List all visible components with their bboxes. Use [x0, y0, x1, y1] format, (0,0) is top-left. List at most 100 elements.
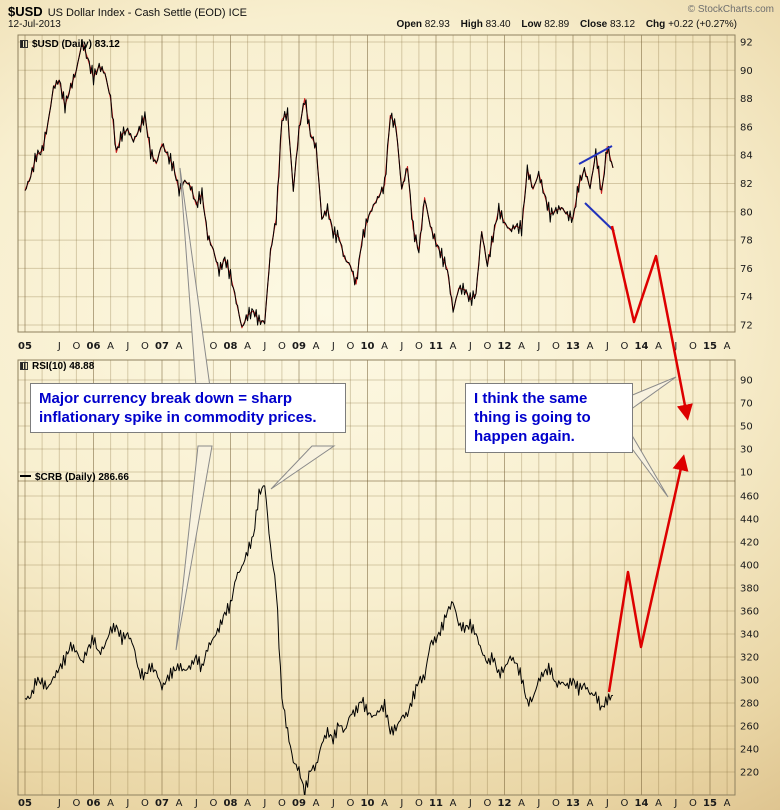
svg-text:O: O — [278, 341, 286, 352]
svg-text:80: 80 — [740, 207, 753, 218]
svg-text:11: 11 — [429, 341, 443, 352]
svg-text:J: J — [331, 341, 335, 352]
svg-text:A: A — [724, 798, 731, 809]
svg-text:260: 260 — [740, 722, 759, 733]
svg-text:A: A — [518, 341, 525, 352]
svg-text:12: 12 — [498, 798, 512, 809]
svg-text:A: A — [107, 341, 114, 352]
svg-text:340: 340 — [740, 630, 759, 641]
svg-text:06: 06 — [87, 798, 101, 809]
svg-text:05: 05 — [18, 798, 32, 809]
close-label: Close — [580, 19, 608, 30]
svg-text:12: 12 — [498, 341, 512, 352]
indicator-icon — [20, 362, 28, 370]
svg-text:240: 240 — [740, 745, 759, 756]
svg-text:O: O — [278, 798, 286, 809]
svg-text:06: 06 — [87, 341, 101, 352]
svg-text:10: 10 — [361, 798, 375, 809]
svg-text:15: 15 — [703, 341, 717, 352]
close-value: 83.12 — [610, 19, 636, 30]
high-value: 83.40 — [485, 19, 511, 30]
svg-text:O: O — [483, 798, 491, 809]
svg-text:J: J — [468, 798, 472, 809]
panel-borders — [17, 34, 736, 796]
svg-text:A: A — [518, 798, 525, 809]
svg-text:J: J — [125, 798, 129, 809]
svg-text:O: O — [346, 798, 354, 809]
page-title: US Dollar Index - Cash Settle (EOD) ICE — [47, 7, 247, 19]
svg-text:J: J — [399, 798, 403, 809]
svg-text:J: J — [262, 341, 266, 352]
svg-text:A: A — [313, 798, 320, 809]
svg-text:O: O — [209, 341, 217, 352]
svg-text:A: A — [176, 341, 183, 352]
svg-text:82: 82 — [740, 179, 753, 190]
svg-text:88: 88 — [740, 94, 753, 105]
chg-value: +0.22 (+0.27%) — [668, 19, 737, 30]
svg-text:A: A — [587, 341, 594, 352]
svg-text:A: A — [313, 341, 320, 352]
low-value: 82.89 — [544, 19, 570, 30]
svg-text:O: O — [141, 341, 149, 352]
svg-text:O: O — [689, 798, 697, 809]
ohlc-readout: Open 82.93 High 83.40 Low 82.89 Close 83… — [396, 19, 737, 30]
crb-panel-label: $CRB (Daily) 286.66 — [20, 472, 129, 483]
svg-text:76: 76 — [740, 264, 753, 275]
svg-text:300: 300 — [740, 676, 759, 687]
svg-text:J: J — [125, 341, 129, 352]
svg-text:J: J — [468, 341, 472, 352]
svg-text:10: 10 — [740, 468, 753, 479]
svg-text:07: 07 — [155, 341, 169, 352]
svg-text:11: 11 — [429, 798, 443, 809]
svg-text:86: 86 — [740, 122, 753, 133]
copyright-text: © StockCharts.com — [687, 4, 774, 15]
svg-text:A: A — [450, 341, 457, 352]
svg-text:J: J — [536, 798, 540, 809]
usd-projection-arrow — [610, 225, 693, 421]
callout-tail-4 — [629, 376, 677, 411]
svg-text:10: 10 — [361, 341, 375, 352]
svg-text:13: 13 — [566, 798, 580, 809]
crb-price-line — [24, 485, 614, 795]
svg-text:O: O — [346, 341, 354, 352]
usd-panel-label: $USD (Daily) 83.12 — [20, 39, 120, 50]
svg-text:J: J — [262, 798, 266, 809]
svg-text:400: 400 — [740, 561, 759, 572]
svg-text:O: O — [72, 798, 80, 809]
svg-text:A: A — [724, 341, 731, 352]
svg-text:460: 460 — [740, 492, 759, 503]
svg-text:50: 50 — [740, 422, 753, 433]
svg-text:A: A — [244, 798, 251, 809]
blue-trendline-1 — [578, 145, 613, 165]
svg-text:08: 08 — [224, 341, 238, 352]
svg-text:A: A — [450, 798, 457, 809]
svg-text:J: J — [605, 341, 609, 352]
svg-text:90: 90 — [740, 66, 753, 77]
svg-text:O: O — [72, 341, 80, 352]
chart-date: 12-Jul-2013 — [8, 19, 61, 30]
header: $USD US Dollar Index - Cash Settle (EOD) … — [8, 3, 247, 21]
svg-text:O: O — [415, 798, 423, 809]
svg-text:440: 440 — [740, 515, 759, 526]
callout-tail-3 — [270, 445, 336, 490]
svg-text:J: J — [536, 341, 540, 352]
svg-text:380: 380 — [740, 584, 759, 595]
svg-text:15: 15 — [703, 798, 717, 809]
svg-text:O: O — [483, 341, 491, 352]
svg-text:320: 320 — [740, 653, 759, 664]
svg-text:78: 78 — [740, 236, 753, 247]
candlestick-chart-icon — [20, 40, 28, 48]
svg-text:J: J — [673, 341, 677, 352]
svg-text:O: O — [552, 341, 560, 352]
annotations — [175, 145, 693, 693]
callout-tail-5 — [629, 430, 669, 498]
svg-text:A: A — [655, 341, 662, 352]
svg-text:30: 30 — [740, 445, 753, 456]
svg-text:A: A — [381, 341, 388, 352]
callout-currency-breakdown: Major currency break down = sharp inflat… — [30, 383, 346, 434]
svg-text:O: O — [141, 798, 149, 809]
svg-text:08: 08 — [224, 798, 238, 809]
svg-text:A: A — [655, 798, 662, 809]
